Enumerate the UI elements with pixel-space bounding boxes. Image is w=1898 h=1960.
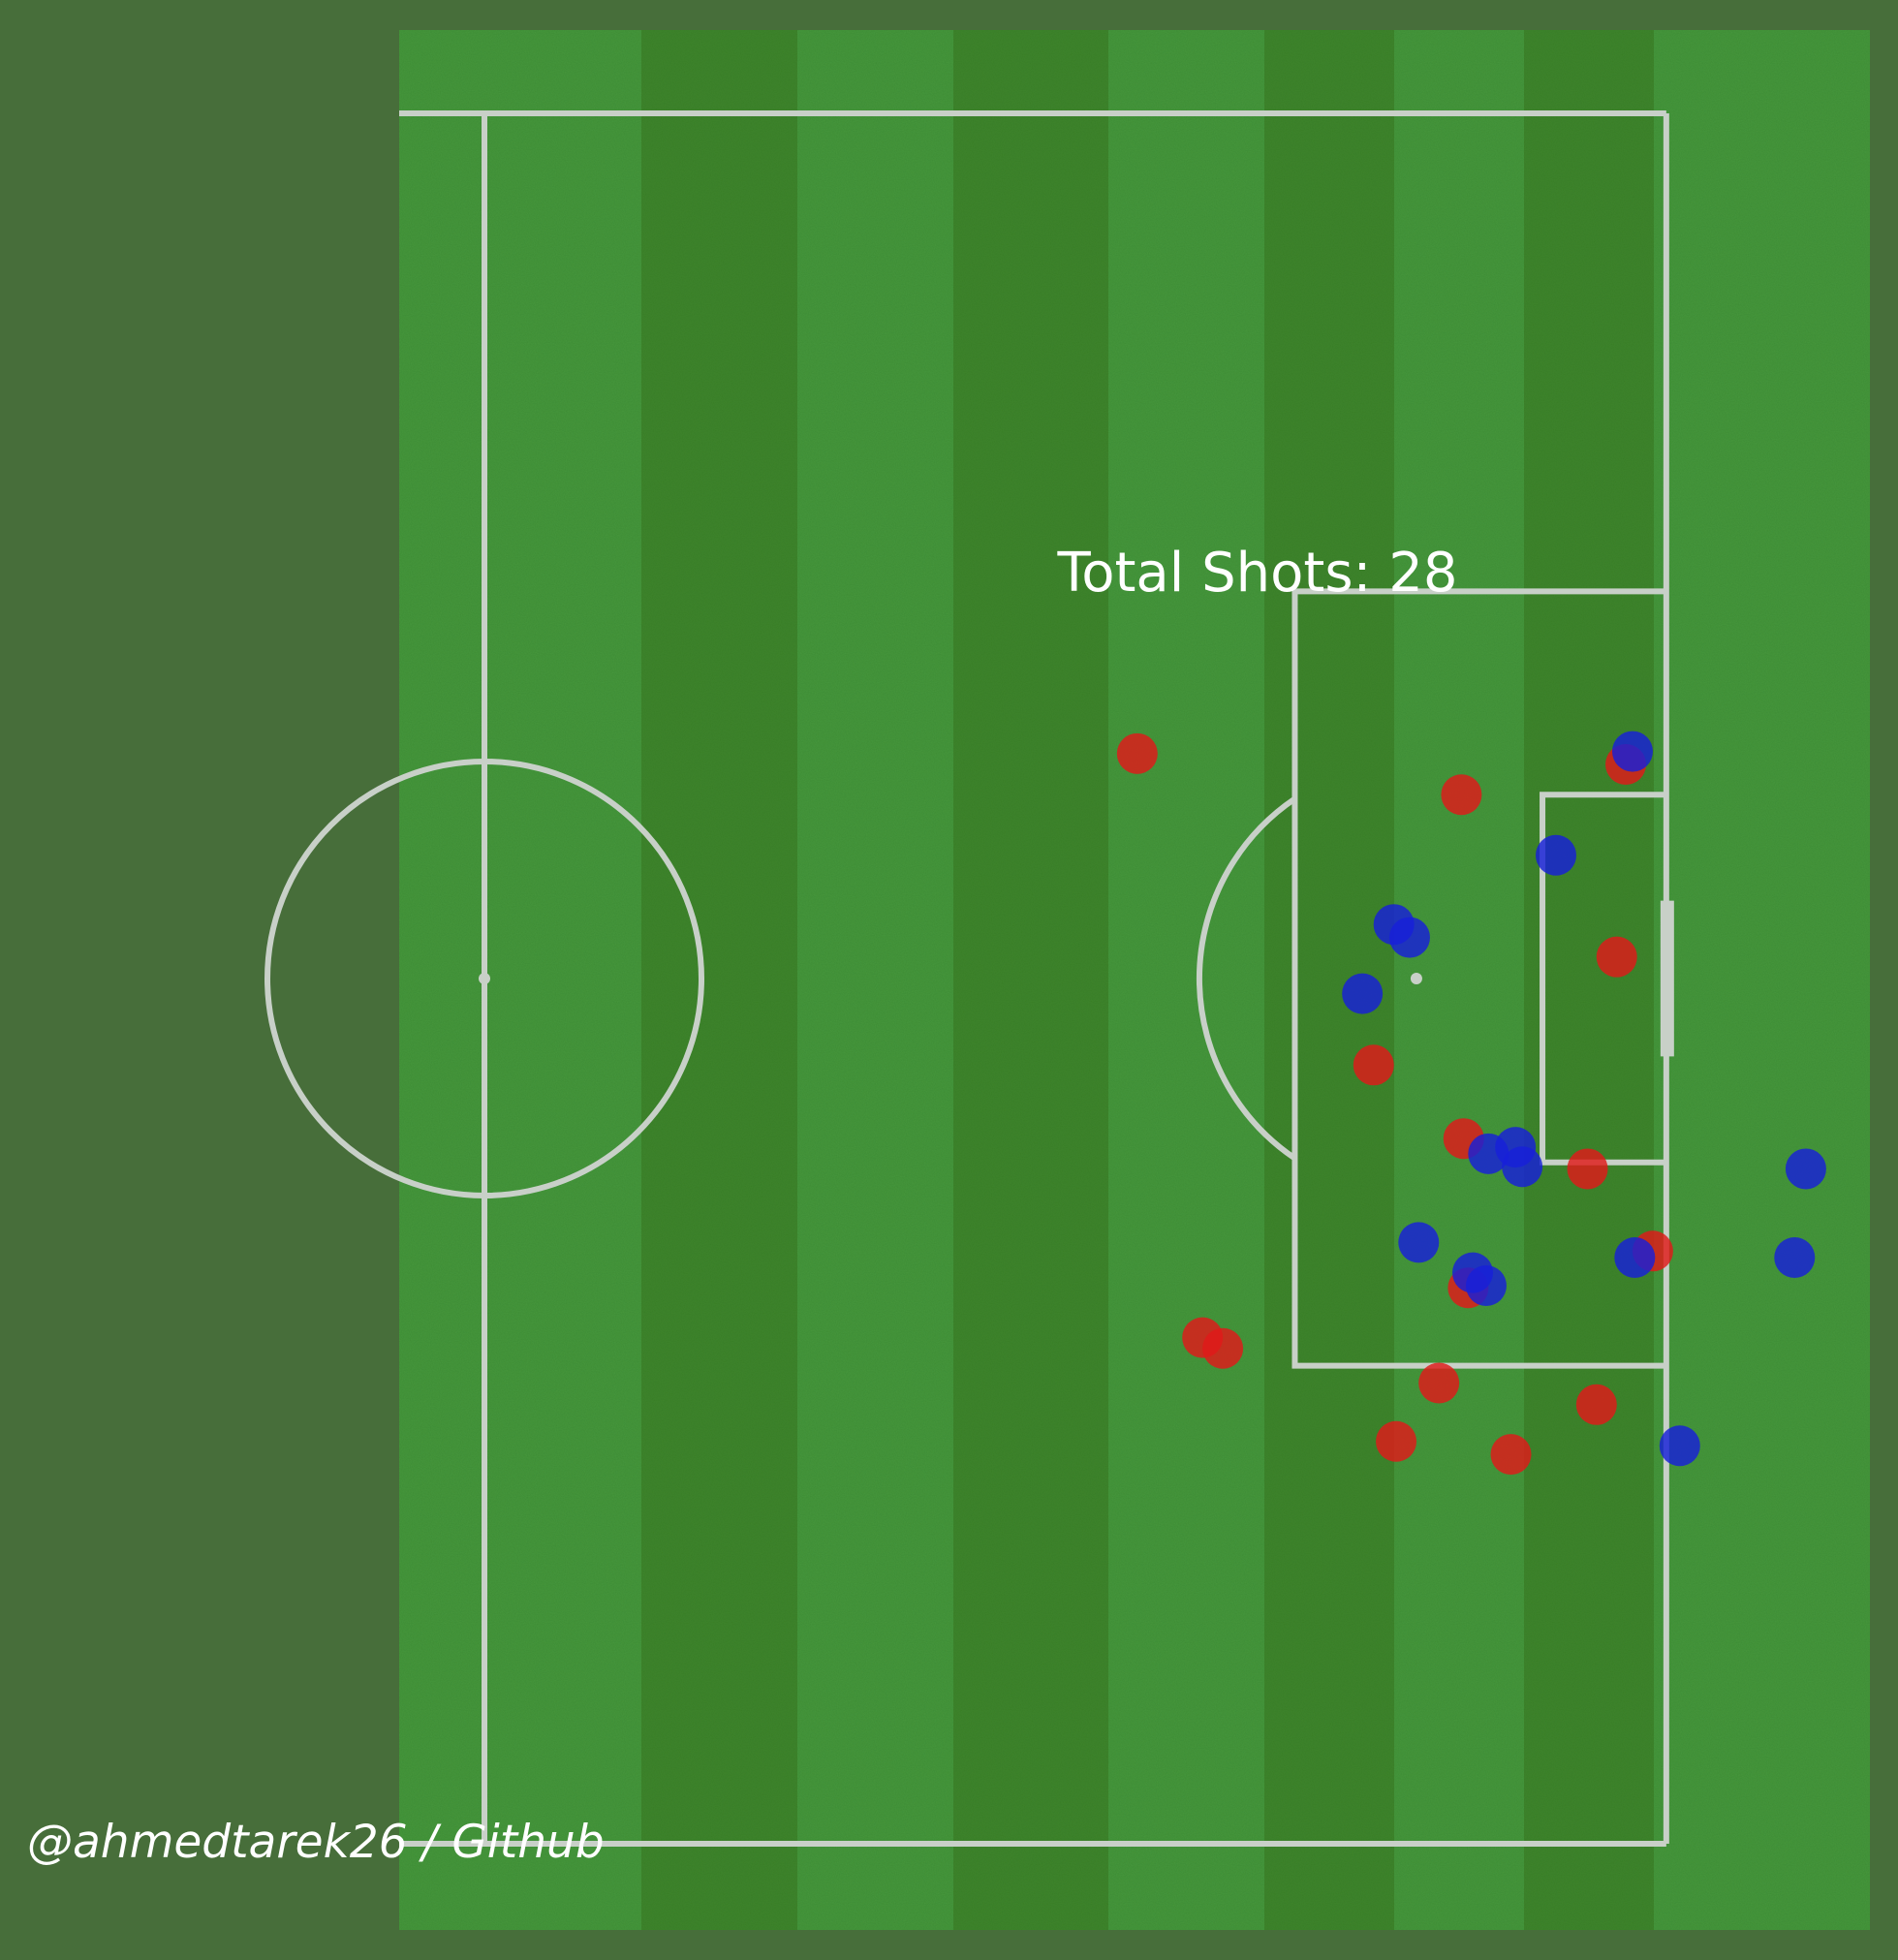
penalty-area [1291, 588, 1666, 1369]
grass-stripe [1524, 30, 1654, 1930]
shot-point [1785, 1148, 1826, 1190]
shot-point [1490, 1434, 1532, 1476]
shot-point [1502, 1146, 1543, 1188]
grass-stripe [1654, 30, 1870, 1930]
grass-stripe [1108, 30, 1264, 1930]
grass-stripes [399, 30, 1870, 1930]
shot-point [1342, 973, 1384, 1014]
shot-point [1376, 1420, 1417, 1462]
grass-stripe [399, 30, 641, 1930]
shot-point [1465, 1265, 1507, 1307]
shot-point [1575, 1384, 1617, 1425]
shot-point [1202, 1327, 1244, 1369]
total-shots-label: Total Shots: 28 [1057, 542, 1458, 605]
shot-point [1418, 1362, 1460, 1404]
shot-point [1774, 1236, 1816, 1278]
centre-spot [479, 973, 490, 984]
shot-point [1567, 1148, 1608, 1190]
grass-stripe [641, 30, 797, 1930]
shot-point [1116, 732, 1158, 774]
shot-point [1398, 1222, 1440, 1263]
penalty-spot [1410, 973, 1422, 984]
centre-circle [264, 759, 704, 1198]
grass-stripe [953, 30, 1108, 1930]
shot-point [1596, 936, 1637, 978]
shot-point [1611, 731, 1653, 772]
shot-point [1614, 1236, 1656, 1278]
grass-stripe [797, 30, 953, 1930]
pitch-markings [264, 110, 1674, 1847]
shot-point [1441, 774, 1482, 816]
shot-point [1659, 1425, 1700, 1467]
shot-point [1353, 1044, 1394, 1086]
shot-point [1388, 917, 1430, 958]
shot-point [1535, 834, 1576, 876]
shot-markers [1116, 731, 1826, 1476]
credit-label: @ahmedtarek26 / Github [27, 1816, 605, 1869]
penalty-arc [1196, 795, 1297, 1162]
